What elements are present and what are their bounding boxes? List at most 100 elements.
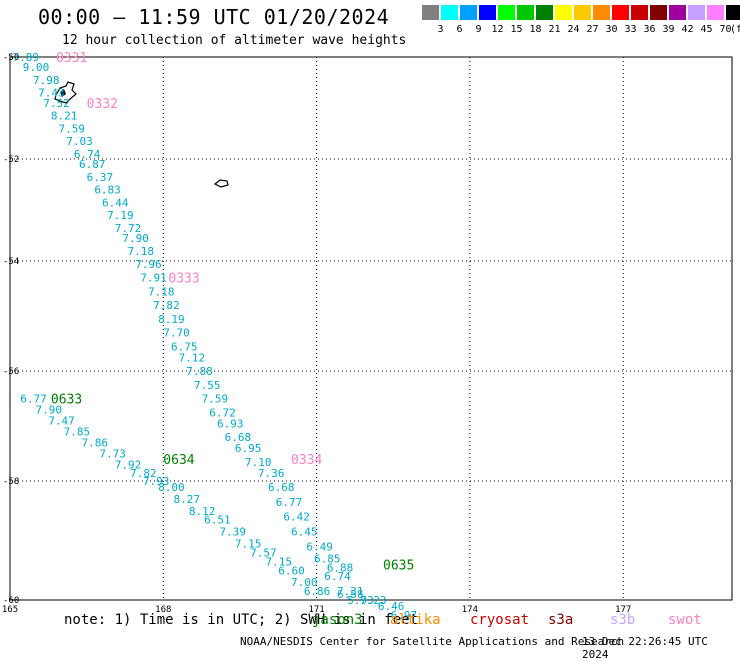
wave-height-value: 7.39 [220,526,247,539]
wave-height-value: 6.60 [278,564,305,577]
wave-height-value: 5.93 [347,594,374,607]
scale-label: 3 [437,24,444,35]
scale-unit: (ft) [730,24,740,35]
wave-height-value: 6.95 [235,442,262,455]
scale-label: 33 [624,24,637,35]
satellite-cryosat: cryosat [470,612,530,628]
lon-tick-label: 171 [308,605,324,615]
pass-time-label: 0332 [87,97,118,112]
wave-height-value: 6.85 [314,552,341,565]
wave-height-value: 7.82 [130,467,157,480]
lon-tick-label: 165 [2,605,18,615]
scale-label: 70 [719,24,732,35]
wave-height-value: 7.92 [115,459,142,472]
scale-swatch [479,5,496,20]
scale-label: 39 [662,24,675,35]
wave-height-value: 6.86 [304,585,331,598]
wave-height-value: 7.10 [245,456,272,469]
wave-height-value: 6.37 [87,171,114,184]
wave-height-value: 7.59 [202,393,229,406]
scale-label: 27 [586,24,599,35]
scale-swatch [669,5,686,20]
wave-height-value: 6.51 [204,514,231,527]
pass-time-label: 0334 [291,453,322,468]
lat-tick-label: -60 [3,596,19,606]
scale-label: 24 [567,24,580,35]
wave-height-value: 6.75 [171,340,198,353]
wave-height-value: 7.31 [337,585,364,598]
wave-height-value: 7.23 [360,594,387,607]
scale-swatch [574,5,591,20]
wave-height-value: 6.88 [327,561,354,574]
wave-height-value: 7.73 [99,448,126,461]
wave-height-value: 7.15 [266,555,293,568]
islands [54,81,229,188]
map-subtitle: 12 hour collection of altimeter wave hei… [62,33,407,48]
wave-height-value: 7.82 [153,299,180,312]
grid-lines [10,57,732,600]
wave-height-value: 7.55 [194,379,221,392]
scale-label: 30 [605,24,618,35]
wave-height-value: 6.72 [209,406,236,419]
wave-height-value: 7.90 [36,404,63,417]
scale-swatch [422,5,439,20]
scale-label: 18 [529,24,542,35]
scale-label: 12 [491,24,504,35]
wave-height-value: 6.68 [225,431,252,444]
wave-height-value: 7.91 [140,272,167,285]
credit-text: NOAA/NESDIS Center for Satellite Applica… [240,635,625,648]
scale-swatch [688,5,705,20]
scale-label: 21 [548,24,561,35]
scale-swatch [517,5,534,20]
scale-swatch [460,5,477,20]
wave-height-value: 8.12 [189,505,216,518]
wave-height-value: 7.03 [66,135,93,148]
wave-height-value: 6.87 [79,158,106,171]
scale-swatch [707,5,724,20]
scale-swatch [726,5,740,20]
lon-tick-label: 168 [155,605,171,615]
map-frame [9,56,733,601]
wave-height-value: 6.58 [337,588,364,601]
scale-swatch [555,5,572,20]
lat-tick-label: -56 [3,367,19,377]
wave-height-value: 6.97 [391,609,418,622]
wave-height-value: 6.74 [324,570,351,583]
scale-swatch [441,5,458,20]
lon-tick-label: 177 [615,605,631,615]
satellite-altika: altika [390,612,441,628]
campbell-island-shape [213,179,229,188]
wave-height-value: 8.21 [51,110,78,123]
pass-time-label: 0635 [383,558,414,573]
scale-swatch [593,5,610,20]
wave-height-value: 7.72 [115,222,142,235]
wave-height-value: 6.83 [94,184,121,197]
generation-timestamp: 13 Dec 22:26:45 UTC 2024 [582,635,708,661]
wave-height-value: 7.43 [38,87,64,100]
pass-time-labels: 0331 0332 0333 0334 0633 0634 0635 [51,51,414,573]
scale-label: 15 [510,24,523,35]
wave-height-value: 6.46 [378,600,405,613]
wave-height-value: 7.52 [43,97,69,110]
pass-time-label: 0331 [56,51,87,66]
wave-height-value: 8.19 [158,313,185,326]
wave-height-value: 8.00 [158,481,185,494]
scale-swatch [498,5,515,20]
wave-height-value: 7.96 [135,258,162,271]
wave-height-value: 7.18 [128,245,155,258]
satellite-s3b: s3b [610,612,636,628]
wave-height-value: 7.89 [13,51,40,64]
scale-swatch [536,5,553,20]
auckland-islands-shape [54,81,77,104]
wave-height-value: 7.57 [250,546,276,559]
wave-height-values: 7.899.007.987.437.528.217.597.036.746.87… [13,51,418,622]
scale-label: 45 [700,24,713,35]
lat-tick-label: -58 [3,477,19,487]
lat-tick-label: -52 [3,155,19,165]
wave-height-value: 7.86 [82,437,109,450]
axis-tick-labels: 165 168 171 174 177 -50 -52 -54 -56 -58 -60 [2,53,631,615]
wave-height-value: 6.45 [291,526,318,539]
wave-height-value: 7.98 [33,74,60,87]
wave-height-value: 6.93 [217,417,244,430]
wave-height-value: 6.77 [20,393,47,406]
